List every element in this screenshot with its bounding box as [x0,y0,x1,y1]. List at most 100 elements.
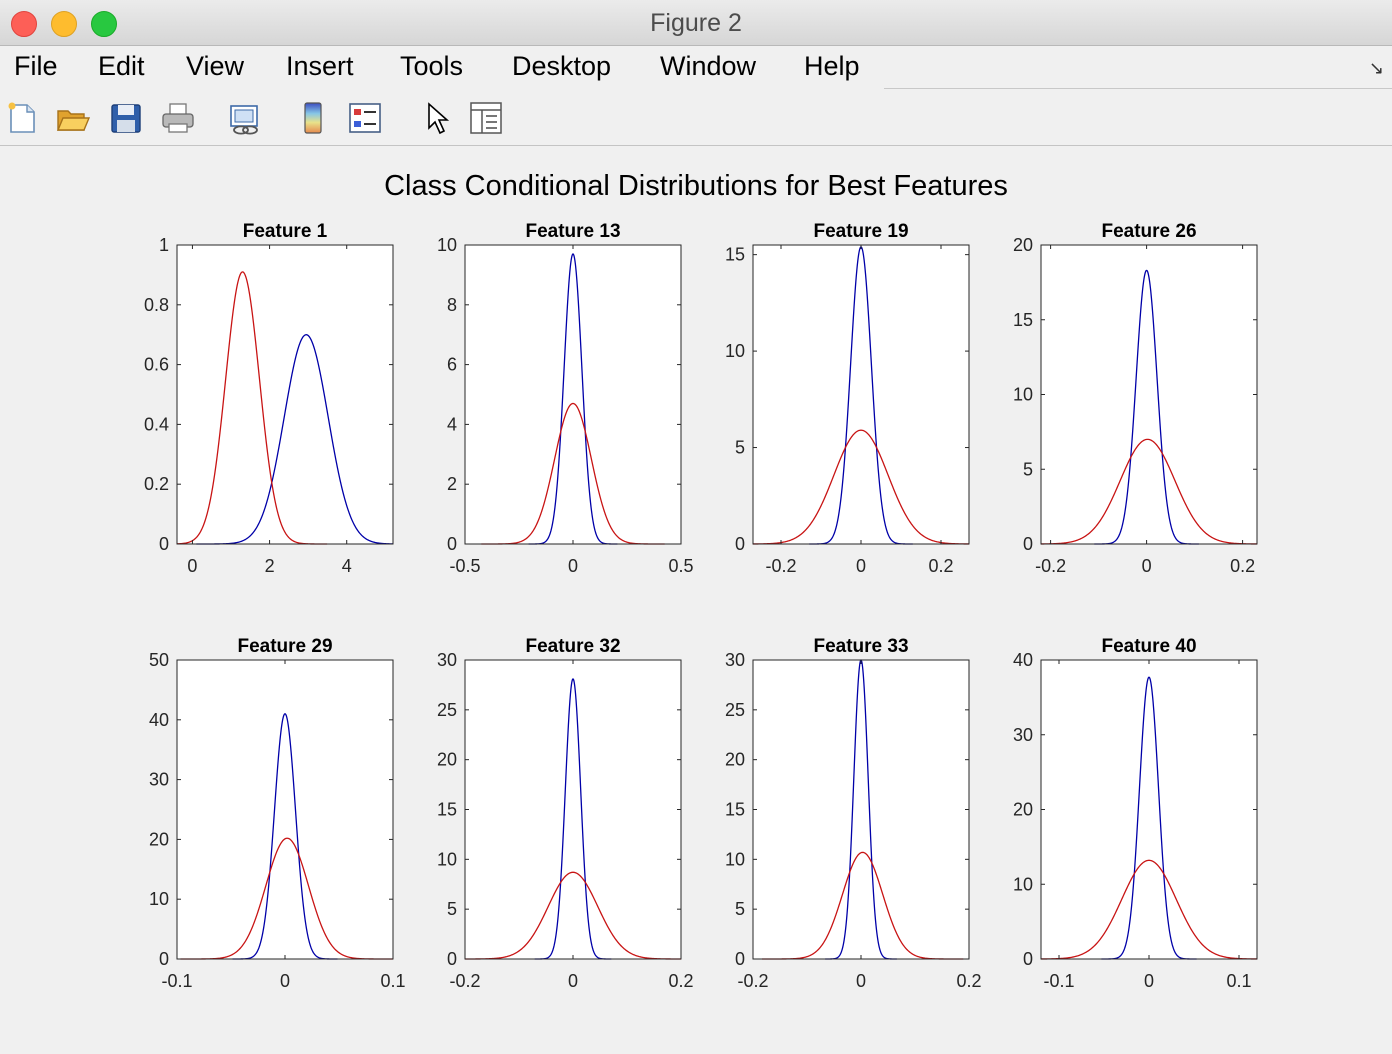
figure-title: Class Conditional Distributions for Best… [384,170,1008,202]
x-tick-label: 0.1 [1226,971,1251,991]
x-tick-label: -0.1 [161,971,192,991]
x-tick-label: 0.2 [928,556,953,576]
y-tick-label: 10 [725,849,745,869]
x-tick-label: 0.2 [668,971,693,991]
y-tick-label: 10 [437,235,457,255]
x-tick-label: 2 [265,556,275,576]
x-tick-label: -0.2 [737,971,768,991]
x-tick-label: 0 [568,971,578,991]
y-tick-label: 50 [149,650,169,670]
y-tick-label: 0.6 [144,355,169,375]
y-tick-label: 1 [159,235,169,255]
axes-background [465,245,681,544]
axes-background [177,660,393,959]
window-title: Figure 2 [650,9,742,37]
x-tick-label: 0 [856,556,866,576]
subplot-title: Feature 26 [1101,221,1196,242]
y-tick-label: 0 [735,949,745,969]
y-tick-label: 15 [1013,310,1033,330]
y-tick-label: 20 [437,750,457,770]
subplot-8[interactable]: -0.1 0 0.1 0 10 20 30 40 Feature 40 [1013,636,1258,991]
series-line-class-b [1040,438,1257,545]
y-tick-label: 10 [1013,874,1033,894]
print-icon[interactable] [160,100,196,136]
x-tick-label: 0.2 [1230,556,1255,576]
menu-help[interactable]: Help [804,51,860,81]
x-tick-label: -0.1 [1043,971,1074,991]
y-tick-label: 20 [1013,800,1033,820]
series-line-class-b [753,429,969,545]
y-tick-label: 8 [447,295,457,315]
menu-edit[interactable]: Edit [98,51,145,81]
close-window-button[interactable] [11,11,37,37]
y-tick-label: 30 [1013,725,1033,745]
menu-file[interactable]: File [14,51,58,81]
legend-icon[interactable] [347,100,383,136]
menu-tools[interactable]: Tools [400,51,464,81]
y-tick-label: 0.2 [144,474,169,494]
menu-view[interactable]: View [186,51,245,81]
x-tick-label: 0 [856,971,866,991]
series-line-class-b [1041,859,1257,960]
pointer-icon[interactable] [420,100,456,136]
dock-arrow-icon[interactable]: ↘ [1368,58,1384,78]
y-tick-label: 2 [447,474,457,494]
y-tick-label: 25 [725,700,745,720]
series-line-class-a [232,713,338,960]
series-line-class-b [176,271,328,545]
menu-desktop[interactable]: Desktop [512,51,612,81]
menu-insert[interactable]: Insert [286,51,354,81]
y-tick-label: 40 [1013,650,1033,670]
series-line-class-a [528,253,618,545]
y-tick-label: 10 [149,889,169,909]
axes-background [1041,245,1257,544]
save-icon[interactable] [108,100,144,136]
y-tick-label: 15 [725,245,745,265]
y-tick-label: 0.4 [144,414,169,434]
y-tick-label: 30 [149,770,169,790]
series-line-class-a [1101,676,1197,960]
open-file-icon[interactable] [55,100,91,136]
x-tick-label: 0 [187,556,197,576]
new-figure-icon[interactable] [4,100,40,136]
x-tick-label: 0 [1142,556,1152,576]
link-plot-icon[interactable] [227,100,263,136]
minimize-window-button[interactable] [51,11,77,37]
subplot-title: Feature 32 [525,636,620,657]
y-tick-label: 15 [725,800,745,820]
y-tick-label: 0 [735,534,745,554]
menu-window[interactable]: Window [660,51,757,81]
subplot-3[interactable]: -0.2 0 0.2 0 5 10 15 Feature 19 [725,221,970,576]
x-tick-label: 0 [1144,971,1154,991]
menu-bar: File Edit View Insert Tools Desktop Wind… [0,46,1392,90]
y-tick-label: 0 [1023,949,1033,969]
axes-background [753,245,969,544]
y-tick-label: 0.8 [144,295,169,315]
colorbar-icon[interactable] [296,100,332,136]
maximize-window-button[interactable] [91,11,117,37]
y-tick-label: 10 [725,341,745,361]
axes-background [177,245,393,544]
y-tick-label: 20 [725,750,745,770]
y-tick-label: 0 [1023,534,1033,554]
y-tick-label: 25 [437,700,457,720]
x-tick-label: 0.2 [956,971,981,991]
series-line-class-b [481,402,665,545]
window-titlebar: Figure 2 [0,0,1392,46]
property-inspector-icon[interactable] [468,100,504,136]
x-tick-label: 0 [280,971,290,991]
subplot-1[interactable]: 0 2 4 0 0.2 0.4 0.6 0.8 1 Feature 1 [144,221,394,576]
subplot-title: Feature 40 [1101,636,1196,657]
y-tick-label: 5 [735,438,745,458]
subplot-title: Feature 33 [813,636,908,657]
axes-box [176,244,394,545]
y-tick-label: 0 [159,949,169,969]
axes-background [753,660,969,959]
y-tick-label: 30 [725,650,745,670]
y-tick-label: 5 [447,899,457,919]
